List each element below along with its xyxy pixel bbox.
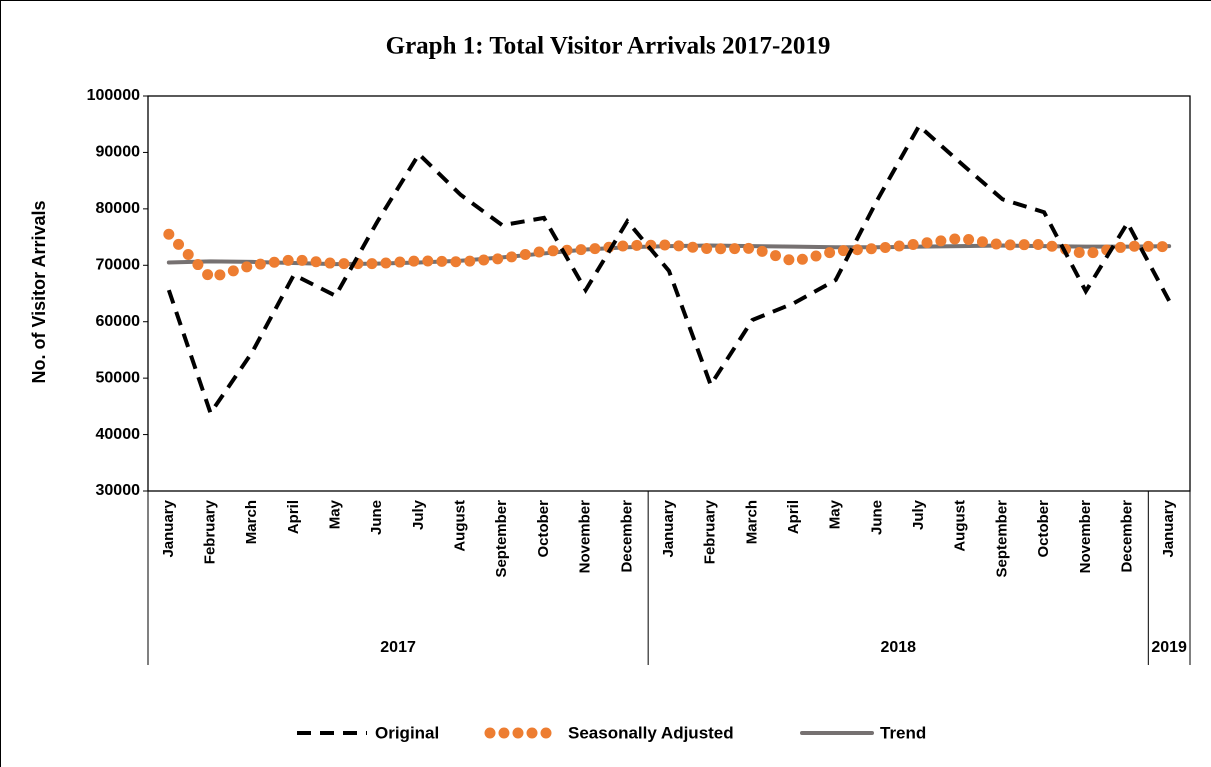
series-line [166, 122, 1171, 418]
x-tick-label: January [1160, 499, 1177, 557]
x-tick-label: August [952, 500, 969, 552]
x-tick-label: August [452, 500, 469, 552]
legend-label: Original [375, 723, 439, 742]
x-tick-label: March [243, 500, 260, 544]
x-tick-label: May [327, 499, 344, 529]
legend-label: Trend [880, 723, 926, 742]
legend-label: Seasonally Adjusted [568, 723, 734, 742]
x-tick-label: December [618, 500, 635, 573]
group-label: 2019 [1151, 639, 1187, 656]
chart-title: Graph 1: Total Visitor Arrivals 2017-201… [386, 33, 831, 60]
x-tick-label: January [660, 499, 677, 557]
x-tick-label: December [1118, 500, 1135, 573]
x-tick-label: July [410, 499, 427, 530]
y-tick-label: 60000 [96, 313, 141, 330]
y-tick-label: 100000 [87, 87, 140, 104]
series-line [163, 228, 1175, 284]
y-tick-label: 30000 [96, 482, 141, 499]
x-tick-label: June [368, 500, 385, 535]
x-tick-label: May [827, 499, 844, 529]
y-tick-label: 70000 [96, 257, 141, 274]
x-tick-label: April [785, 500, 802, 534]
x-tick-label: November [1077, 500, 1094, 574]
x-tick-label: February [201, 499, 218, 564]
y-tick-label: 90000 [96, 144, 141, 161]
x-tick-label: April [285, 500, 302, 534]
y-tick-label: 40000 [96, 426, 141, 443]
y-axis-label: No. of Visitor Arrivals [29, 200, 49, 383]
x-tick-label: January [160, 499, 177, 557]
x-tick-label: March [743, 500, 760, 544]
y-tick-label: 50000 [96, 369, 141, 386]
y-tick-label: 80000 [96, 200, 141, 217]
x-tick-label: September [993, 500, 1010, 578]
group-label: 2017 [380, 639, 416, 656]
x-tick-label: February [702, 499, 719, 564]
x-tick-label: July [910, 499, 927, 530]
x-tick-label: June [868, 500, 885, 535]
plot-frame [147, 95, 1191, 492]
x-tick-label: October [1035, 500, 1052, 558]
group-label: 2018 [880, 639, 916, 656]
x-tick-label: November [577, 500, 594, 574]
x-tick-label: October [535, 500, 552, 558]
x-tick-label: September [493, 500, 510, 578]
